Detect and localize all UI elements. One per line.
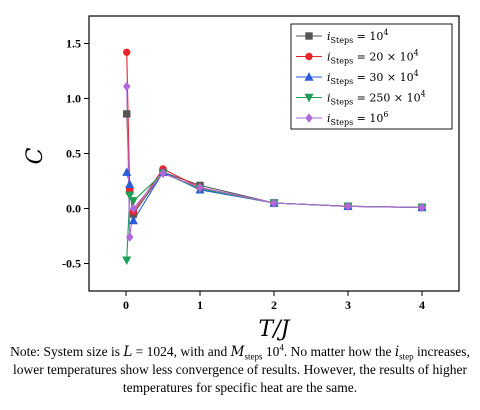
x-tick-label: 4	[419, 298, 425, 312]
legend-entry-4: iSteps = 250 × 104	[327, 90, 426, 107]
data-point	[122, 167, 132, 176]
series-line-3	[126, 171, 423, 223]
data-point	[122, 256, 132, 266]
data-point	[344, 201, 352, 211]
y-axis-label: C	[23, 147, 48, 164]
note-var-i: i	[394, 344, 400, 360]
data-point	[270, 198, 278, 208]
note-sub-steps: steps	[244, 351, 263, 362]
note-text: = 1024, with and	[132, 344, 231, 359]
note-sub-step: step	[399, 351, 414, 362]
x-tick-label: 3	[345, 298, 351, 312]
data-point	[196, 182, 204, 193]
data-point	[125, 179, 135, 188]
data-point	[418, 202, 426, 213]
y-tick-label: -0.5	[62, 257, 81, 271]
x-tick-label: 2	[271, 298, 277, 312]
data-point	[125, 191, 135, 201]
note-var-M: M	[230, 344, 245, 360]
series-line-4	[126, 172, 423, 261]
data-point	[129, 203, 138, 214]
figure-note: Note: System size is L = 1024, with and …	[6, 343, 474, 397]
note-var-L: L	[123, 344, 133, 360]
x-tick-label: 1	[197, 298, 203, 312]
x-axis-label: T/J	[259, 317, 291, 342]
specific-heat-chart: 0 1 2 3 4-0.50.00.51.01.5 iSteps = 104iSteps…	[23, 15, 460, 342]
legend-swatch-marker	[305, 32, 313, 40]
series-markers	[122, 48, 427, 266]
legend-entry-3: iSteps = 30 × 104	[327, 69, 419, 86]
note-text: increases, lower temperatures show less …	[13, 344, 470, 395]
legend-entry-5: iSteps = 106	[327, 110, 389, 127]
y-tick-label: 1.5	[66, 37, 81, 51]
data-point	[125, 232, 134, 242]
y-tick-label: 0.5	[66, 147, 81, 161]
data-point	[128, 197, 138, 206]
axis-ticks: 0 1 2 3 4 -0.5 0.0 0.5 1.0 1.5	[62, 37, 425, 313]
x-tick-label: 0	[123, 298, 129, 312]
y-tick-label: 1.0	[66, 92, 81, 106]
data-point	[159, 168, 167, 178]
note-text: . No matter how the	[283, 344, 395, 359]
y-tick-label: 0.0	[66, 202, 81, 216]
legend-swatch-marker	[304, 72, 314, 81]
legend-swatch-marker	[305, 113, 313, 123]
note-text: Note: System size is	[10, 344, 124, 359]
data-point	[128, 215, 138, 225]
legend-swatch-marker	[305, 52, 313, 61]
data-point	[123, 110, 131, 118]
legend-entry-2: iSteps = 20 × 104	[327, 49, 419, 66]
note-sup: 4	[279, 342, 284, 353]
legend: iSteps = 104 iSteps = 20 × 104 iSteps = 30…	[290, 23, 453, 130]
legend-swatch-marker	[304, 93, 314, 103]
note-text: 10	[262, 344, 280, 359]
data-point	[123, 48, 131, 56]
data-point	[122, 81, 131, 92]
series-line-5	[126, 86, 423, 238]
legend-entry-1: iSteps = 104	[327, 28, 389, 45]
